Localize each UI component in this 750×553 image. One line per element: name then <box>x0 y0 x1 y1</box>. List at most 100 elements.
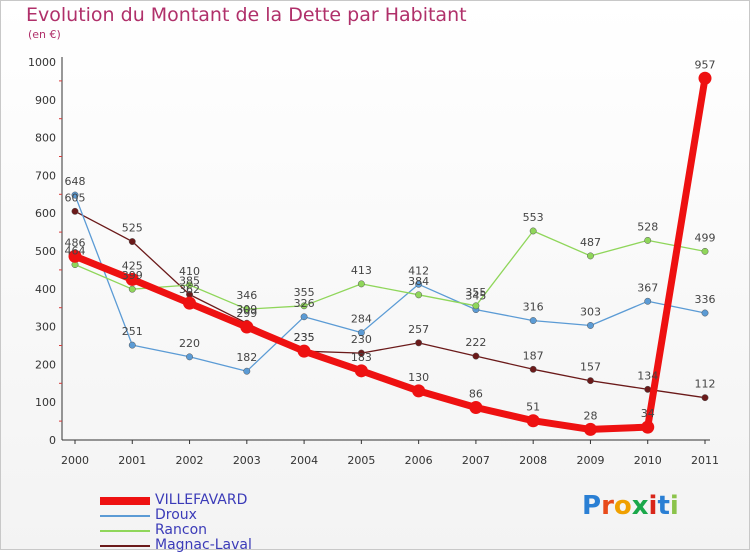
data-point <box>357 329 365 337</box>
data-label: 486 <box>65 236 86 249</box>
data-point <box>357 280 365 288</box>
data-point <box>529 227 537 235</box>
data-label: 284 <box>351 313 372 326</box>
x-tick-label: 2001 <box>118 454 146 467</box>
data-label: 235 <box>294 331 315 344</box>
data-point <box>71 207 79 215</box>
x-tick-label: 2011 <box>691 454 719 467</box>
data-label: 355 <box>294 286 315 299</box>
data-label: 34 <box>641 407 655 420</box>
x-tick-label: 2005 <box>347 454 375 467</box>
data-point <box>354 364 368 378</box>
y-tick-label: 700 <box>35 169 56 182</box>
data-point <box>644 236 652 244</box>
y-tick-label: 500 <box>35 245 56 258</box>
y-tick-label: 400 <box>35 283 56 296</box>
data-point <box>128 238 136 246</box>
data-point <box>240 320 254 334</box>
data-label: 399 <box>122 269 143 282</box>
data-label: 464 <box>65 245 86 258</box>
y-tick-label: 600 <box>35 207 56 220</box>
data-label: 235 <box>294 331 315 344</box>
data-point <box>186 353 193 361</box>
data-label: 336 <box>695 293 716 306</box>
data-point <box>415 280 423 288</box>
data-label: 299 <box>236 307 257 320</box>
data-point <box>469 400 483 414</box>
data-point <box>297 344 311 358</box>
data-label: 326 <box>294 297 315 310</box>
data-point <box>587 252 594 260</box>
data-label: 130 <box>408 371 429 384</box>
y-tick-label: 800 <box>35 132 56 145</box>
data-point <box>698 71 712 85</box>
data-point <box>243 305 251 313</box>
chart-title: Evolution du Montant de la Dette par Hab… <box>26 4 467 26</box>
data-point <box>529 317 537 325</box>
x-tick-label: 2006 <box>405 454 433 467</box>
data-point <box>243 367 251 375</box>
data-label: 182 <box>236 351 257 364</box>
data-label: 648 <box>65 175 86 188</box>
data-label: 112 <box>695 378 716 391</box>
data-label: 412 <box>408 264 429 277</box>
data-label: 86 <box>469 387 483 400</box>
data-label: 303 <box>580 305 601 318</box>
data-point <box>68 249 82 263</box>
data-label: 257 <box>408 323 429 336</box>
y-tick-label: 0 <box>49 434 56 447</box>
data-point <box>587 377 594 385</box>
legend-label: Magnac-Laval <box>155 537 252 553</box>
data-point <box>300 302 308 310</box>
data-point <box>587 322 594 329</box>
data-point <box>300 313 308 321</box>
data-label: 183 <box>351 351 372 364</box>
x-tick-label: 2010 <box>634 454 662 467</box>
x-tick-label: 2002 <box>176 454 204 467</box>
data-point <box>641 420 655 434</box>
data-point <box>128 341 136 349</box>
data-label: 362 <box>179 283 200 296</box>
data-label: 499 <box>695 231 716 244</box>
x-tick-label: 2000 <box>61 454 89 467</box>
legend-swatch <box>100 515 150 517</box>
legend-label: Droux <box>155 507 197 523</box>
x-tick-label: 2003 <box>233 454 261 467</box>
data-label: 385 <box>179 274 200 287</box>
data-label: 230 <box>351 333 372 346</box>
data-label: 367 <box>637 281 658 294</box>
data-label: 487 <box>580 236 601 249</box>
data-point <box>472 352 480 360</box>
data-point <box>701 309 709 317</box>
series-line-villefavard <box>73 77 709 433</box>
data-label: 220 <box>179 337 200 350</box>
data-label: 525 <box>122 222 143 235</box>
x-tick-label: 2007 <box>462 454 490 467</box>
x-tick-label: 2009 <box>576 454 604 467</box>
data-point <box>415 339 423 347</box>
data-point <box>125 272 139 286</box>
y-tick-label: 100 <box>35 396 56 409</box>
data-point <box>71 191 79 199</box>
data-label: 134 <box>637 369 658 382</box>
data-label: 413 <box>351 264 372 277</box>
data-label: 222 <box>465 336 486 349</box>
data-point <box>701 394 709 402</box>
proxiti-logo: Proxiti <box>582 491 679 521</box>
data-label: 157 <box>580 361 601 374</box>
series-line-droux <box>74 194 706 372</box>
data-label: 309 <box>236 303 257 316</box>
data-point <box>128 285 136 293</box>
legend-swatch <box>100 530 150 532</box>
data-point <box>644 385 652 393</box>
y-tick-label: 1000 <box>28 56 56 69</box>
data-label: 605 <box>65 191 86 204</box>
data-label: 187 <box>523 349 544 362</box>
data-label: 553 <box>523 211 544 224</box>
data-label: 316 <box>523 301 544 314</box>
data-point <box>183 296 197 310</box>
data-label: 355 <box>465 286 486 299</box>
series-line-magnac-laval <box>74 210 706 399</box>
data-point <box>526 414 540 428</box>
